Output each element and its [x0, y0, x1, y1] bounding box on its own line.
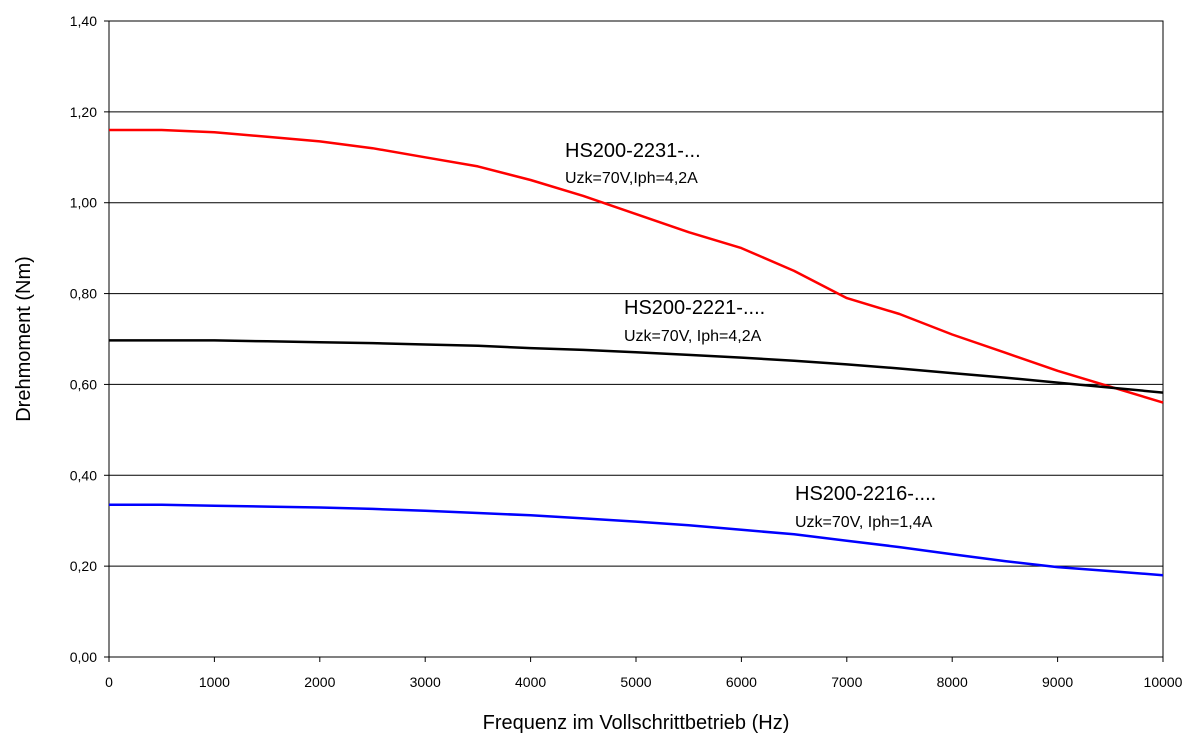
x-tick-label: 1000	[199, 674, 230, 690]
series-line-hs200-2231	[109, 128, 1164, 404]
annotation-hs200-2231-title: HS200-2231-...	[565, 140, 701, 162]
y-tick-label: 0,40	[70, 467, 97, 483]
annotation-hs200-2216-title: HS200-2216-....	[795, 483, 936, 505]
y-tick-label: 0,60	[70, 376, 97, 392]
annotation-hs200-2221-subtitle: Uzk=70V, Iph=4,2A	[624, 328, 762, 345]
annotation-hs200-2221-title: HS200-2221-....	[624, 297, 765, 319]
gridlines	[109, 111, 1163, 567]
x-tick-label: 9000	[1042, 674, 1073, 690]
x-tick-label: 10000	[1144, 674, 1183, 690]
y-tick-label: 0,20	[70, 558, 97, 574]
x-tick-label: 4000	[515, 674, 546, 690]
x-tick-label: 3000	[410, 674, 441, 690]
y-tick-label: 0,00	[70, 649, 97, 665]
x-tick-label: 7000	[831, 674, 862, 690]
x-tick-label: 0	[105, 674, 113, 690]
x-tick-label: 6000	[726, 674, 757, 690]
x-tick-label: 5000	[620, 674, 651, 690]
y-axis-ticks: 0,00 0,20 0,40 0,60 0,80 1,00 1,20 1,40	[70, 13, 109, 665]
x-tick-label: 8000	[937, 674, 968, 690]
y-axis-label: Drehmoment (Nm)	[13, 256, 35, 422]
annotation-hs200-2231-subtitle: Uzk=70V,Iph=4,2A	[565, 170, 698, 187]
y-tick-label: 1,20	[70, 104, 97, 120]
series-line-hs200-2216	[109, 503, 1164, 577]
x-axis-ticks: 0 1000 2000 3000 4000 5000 6000 7000 8000 9000 100…	[105, 657, 1183, 690]
y-tick-label: 0,80	[70, 286, 97, 302]
series-lines	[109, 128, 1164, 577]
x-tick-label: 2000	[304, 674, 335, 690]
y-tick-label: 1,40	[70, 13, 97, 29]
series-line-hs200-2221	[109, 339, 1164, 394]
annotation-hs200-2216-subtitle: Uzk=70V, Iph=1,4A	[795, 514, 933, 531]
x-axis-label: Frequenz im Vollschrittbetrieb (Hz)	[483, 712, 790, 734]
y-tick-label: 1,00	[70, 195, 97, 211]
